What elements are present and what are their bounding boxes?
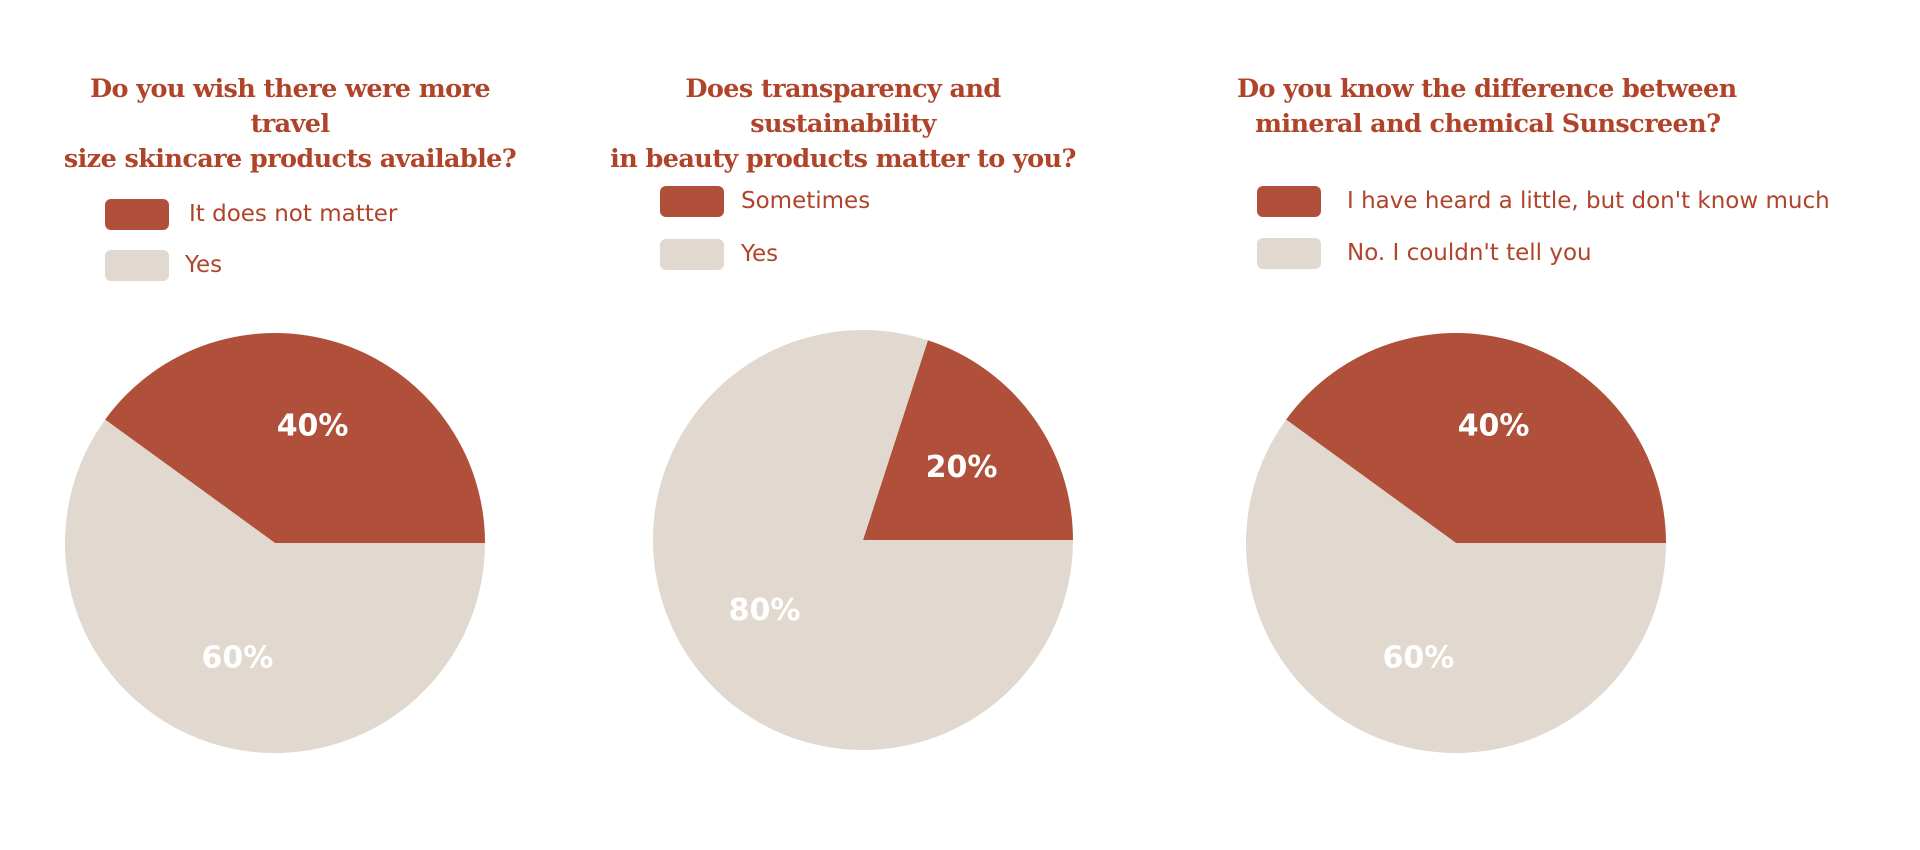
legend-item-heard-a-little: I have heard a little, but don't know mu… xyxy=(1257,185,1830,217)
chart-title-line: size skincare products available? xyxy=(63,144,517,174)
pie-chart-travel-size: Do you wish there were more travel size … xyxy=(55,0,595,850)
pie-chart-sunscreen: Do you know the difference between miner… xyxy=(1215,0,1830,850)
pie-slice-label: 60% xyxy=(1382,640,1454,675)
legend-label: Sometimes xyxy=(741,188,871,214)
legend-swatch-neutral xyxy=(660,238,724,270)
legend-swatch-accent xyxy=(105,198,169,230)
legend-swatch-accent xyxy=(660,185,724,217)
legend-swatch-accent xyxy=(1257,185,1321,217)
pie-chart-transparency: Does transparency and sustainability in … xyxy=(605,0,1145,850)
chart-title-line: Does transparency and sustainability xyxy=(685,74,1001,139)
pie-plot: 40% 60% xyxy=(65,333,486,754)
chart-title-line: Do you know the difference between xyxy=(1237,74,1737,104)
legend-item-couldnt-tell: No. I couldn't tell you xyxy=(1257,237,1592,269)
pie-slice-label: 80% xyxy=(729,593,801,628)
legend-item-yes: Yes xyxy=(105,249,222,281)
pie-slice-label: 40% xyxy=(1458,409,1530,444)
pie-slice-0 xyxy=(105,333,486,543)
pie-slice-label: 20% xyxy=(926,450,998,485)
chart-title-line: in beauty products matter to you? xyxy=(610,144,1076,174)
pie-slice-0 xyxy=(1286,333,1666,543)
legend-item-yes: Yes xyxy=(660,238,778,270)
pie-slice-label: 60% xyxy=(201,640,273,675)
chart-title: Do you know the difference between miner… xyxy=(1237,72,1797,142)
legend-item-sometimes: Sometimes xyxy=(660,185,870,217)
pie-slice-1 xyxy=(1246,419,1666,754)
chart-title: Does transparency and sustainability in … xyxy=(603,72,1083,177)
pie-slice-1 xyxy=(653,330,1073,751)
chart-title: Do you wish there were more travel size … xyxy=(55,72,525,177)
legend-label: Yes xyxy=(185,252,223,278)
pie-slice-1 xyxy=(65,419,486,754)
pie-plot: 40% 60% xyxy=(1246,333,1666,754)
legend-label: Yes xyxy=(741,241,779,267)
legend-item-it-does-not-matter: It does not matter xyxy=(105,198,397,230)
chart-title-line: mineral and chemical Sunscreen? xyxy=(1255,109,1721,139)
legend-swatch-neutral xyxy=(105,249,169,281)
legend-label: No. I couldn't tell you xyxy=(1347,240,1592,266)
pie-plot: 20% 80% xyxy=(653,330,1073,751)
legend-label: I have heard a little, but don't know mu… xyxy=(1347,188,1830,214)
legend-label: It does not matter xyxy=(189,201,398,227)
pie-slice-0 xyxy=(863,340,1073,540)
chart-title-line: Do you wish there were more travel xyxy=(90,74,491,139)
legend-swatch-neutral xyxy=(1257,237,1321,269)
pie-slice-label: 40% xyxy=(277,409,349,444)
